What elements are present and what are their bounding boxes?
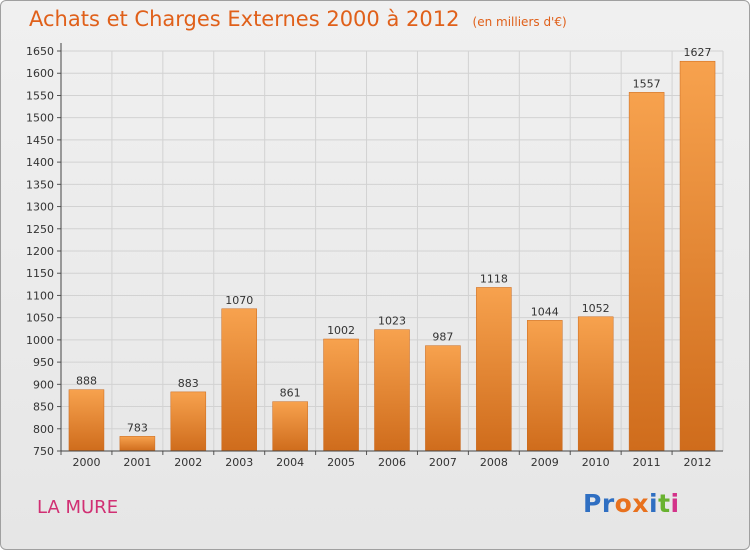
bar (679, 60, 716, 452)
bar (323, 338, 359, 452)
y-tick-label: 800 (33, 423, 54, 436)
x-tick-label: 2008 (480, 456, 508, 469)
data-label: 1002 (327, 324, 355, 337)
axes: 750 800 850 900 950 1000 1050 1100 1150 1200 1250 1… (26, 43, 723, 469)
data-label: 861 (280, 387, 301, 400)
data-label: 1044 (531, 305, 559, 318)
x-tick-label: 2003 (225, 456, 253, 469)
x-tick-label: 2000 (72, 456, 100, 469)
y-tick-label: 1000 (26, 334, 54, 347)
bars: 888 783 883 1070 861 1002 1023 987 1118 1044 1052 1… (68, 46, 716, 452)
x-tick-label: 2010 (582, 456, 610, 469)
y-tick-label: 1500 (26, 112, 54, 125)
logo-letter: P (583, 489, 602, 518)
x-tick-label: 2005 (327, 456, 355, 469)
x-tick-label: 2004 (276, 456, 304, 469)
proxiti-logo: Proxiti (583, 489, 680, 518)
logo-letter: x (632, 489, 649, 518)
data-label: 1557 (633, 77, 661, 90)
bar (221, 308, 257, 452)
y-tick-label: 750 (33, 445, 54, 458)
x-tick-label: 2007 (429, 456, 457, 469)
y-tick-label: 1050 (26, 312, 54, 325)
y-tick-label: 1300 (26, 201, 54, 214)
data-label: 1627 (684, 46, 712, 59)
data-label: 1118 (480, 272, 508, 285)
y-tick-label: 850 (33, 401, 54, 414)
bar (628, 92, 665, 452)
data-label: 1052 (582, 302, 610, 315)
x-tick-label: 2011 (633, 456, 661, 469)
bar (119, 436, 156, 452)
logo-letter: i (670, 489, 680, 518)
y-tick-label: 1150 (26, 267, 54, 280)
bar (577, 316, 614, 452)
x-tick-label: 2009 (531, 456, 559, 469)
y-tick-label: 1400 (26, 156, 54, 169)
y-tick-label: 1650 (26, 45, 54, 58)
data-label: 987 (432, 331, 453, 344)
y-tick-label: 1250 (26, 223, 54, 236)
logo-letter: r (601, 489, 615, 518)
y-tick-label: 1200 (26, 245, 54, 258)
y-tick-label: 950 (33, 356, 54, 369)
chart-unit: (en milliers d'€) (472, 15, 567, 29)
chart-title: Achats et Charges Externes 2000 à 2012 (… (29, 7, 567, 31)
y-tick-label: 1450 (26, 134, 54, 147)
bar (374, 329, 410, 452)
data-label: 783 (127, 421, 148, 434)
x-tick-label: 2002 (174, 456, 202, 469)
bar (170, 391, 207, 452)
bar (68, 389, 105, 452)
data-label: 883 (178, 377, 199, 390)
logo-letter: o (614, 489, 633, 518)
bar (425, 345, 461, 452)
y-tick-label: 1600 (26, 67, 54, 80)
bar (272, 401, 308, 452)
data-label: 1023 (378, 315, 406, 328)
logo-letter: i (649, 489, 659, 518)
commune-name: LA MURE (37, 497, 119, 518)
x-tick-label: 2006 (378, 456, 406, 469)
x-tick-label: 2001 (123, 456, 151, 469)
bar (476, 287, 512, 452)
data-label: 1070 (225, 294, 253, 307)
bar (527, 320, 563, 452)
y-tick-label: 1550 (26, 89, 54, 102)
y-tick-label: 900 (33, 378, 54, 391)
logo-letter: t (658, 489, 671, 518)
y-tick-label: 1100 (26, 289, 54, 302)
y-tick-label: 1350 (26, 178, 54, 191)
data-label: 888 (76, 375, 97, 388)
chart-title-text: Achats et Charges Externes 2000 à 2012 (29, 7, 460, 31)
x-tick-label: 2012 (684, 456, 712, 469)
